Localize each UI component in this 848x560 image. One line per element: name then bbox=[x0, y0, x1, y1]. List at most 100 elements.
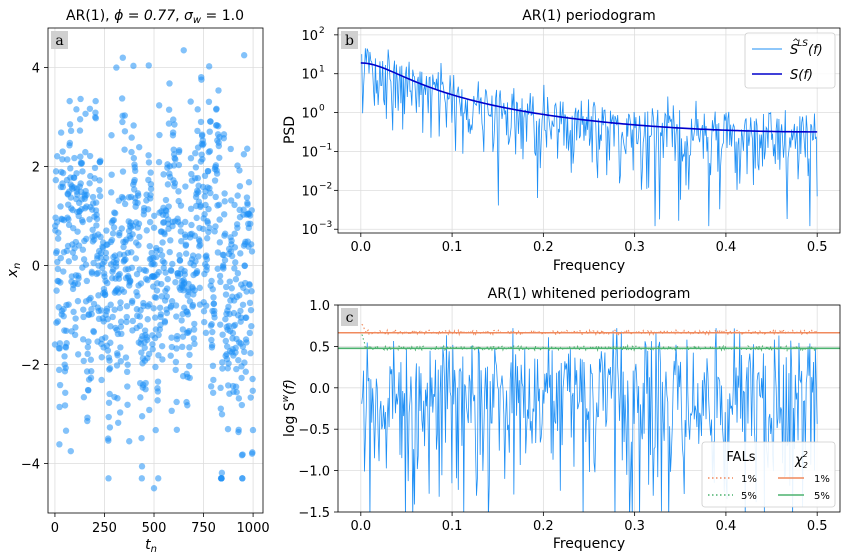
scatter-point bbox=[134, 199, 141, 207]
scatter-point bbox=[117, 344, 124, 351]
scatter-point bbox=[86, 105, 94, 112]
scatter-point bbox=[116, 270, 123, 278]
scatter-point bbox=[206, 128, 213, 135]
scatter-point bbox=[72, 324, 79, 331]
scatter-point bbox=[187, 205, 195, 213]
scatter-point bbox=[208, 321, 215, 328]
scatter-point bbox=[221, 256, 229, 264]
scatter-point bbox=[204, 168, 212, 175]
scatter-point bbox=[165, 106, 173, 113]
y-tick-exponent: −1 bbox=[319, 142, 332, 152]
scatter-point bbox=[209, 362, 217, 370]
scatter-point bbox=[218, 475, 225, 482]
scatter-point bbox=[231, 230, 238, 237]
panel-a: 0 250 500 750 1000 −4 −2 0 2 4 a AR(1), ϕ = 0.77… bbox=[5, 8, 270, 555]
scatter-point bbox=[210, 294, 217, 301]
scatter-point bbox=[80, 394, 88, 401]
scatter-point bbox=[119, 168, 127, 175]
scatter-point bbox=[91, 175, 98, 182]
scatter-point bbox=[176, 257, 184, 264]
scatter-point bbox=[97, 307, 105, 314]
y-tick-exponent: −3 bbox=[319, 220, 332, 230]
panel-a-x-ticks: 0 250 500 750 1000 bbox=[51, 513, 270, 536]
scatter-point bbox=[141, 344, 148, 351]
scatter-point bbox=[123, 302, 131, 310]
scatter-point bbox=[209, 389, 217, 396]
scatter-point bbox=[158, 252, 166, 259]
x-tick-label: 0.3 bbox=[624, 240, 645, 255]
scatter-point bbox=[234, 270, 242, 277]
scatter-point bbox=[228, 252, 236, 260]
scatter-point bbox=[76, 116, 84, 123]
scatter-point bbox=[94, 269, 102, 277]
scatter-point bbox=[104, 279, 111, 287]
scatter-point bbox=[174, 332, 181, 340]
y-tick-label: −1.0 bbox=[298, 465, 330, 480]
scatter-point bbox=[144, 206, 152, 213]
scatter-point bbox=[212, 162, 220, 169]
scatter-point bbox=[224, 365, 231, 372]
scatter-point bbox=[103, 227, 110, 234]
scatter-point bbox=[145, 62, 152, 69]
scatter-point bbox=[107, 323, 114, 330]
scatter-point bbox=[138, 463, 146, 470]
scatter-point bbox=[117, 318, 125, 325]
scatter-point bbox=[239, 343, 247, 350]
scatter-point bbox=[181, 271, 189, 278]
whitened-periodogram-line bbox=[361, 328, 818, 512]
panel-a-ylabel: xn bbox=[5, 263, 23, 279]
scatter-point bbox=[219, 331, 226, 338]
scatter-point bbox=[225, 303, 232, 311]
scatter-point bbox=[182, 233, 189, 241]
scatter-point bbox=[138, 434, 145, 442]
scatter-point bbox=[235, 426, 242, 433]
scatter-point bbox=[220, 265, 227, 272]
scatter-point bbox=[155, 352, 162, 359]
scatter-point bbox=[137, 394, 144, 401]
scatter-point bbox=[105, 413, 112, 421]
scatter-point bbox=[200, 308, 208, 315]
x-tick-label: 1000 bbox=[237, 521, 270, 536]
scatter-point bbox=[137, 280, 145, 287]
scatter-point bbox=[216, 272, 224, 280]
scatter-point bbox=[200, 140, 207, 148]
scatter-point bbox=[87, 356, 95, 363]
scatter-point bbox=[203, 256, 211, 263]
scatter-point bbox=[56, 403, 63, 411]
scatter-point bbox=[217, 384, 224, 392]
scatter-point bbox=[184, 402, 191, 409]
scatter-point bbox=[211, 314, 218, 321]
scatter-point bbox=[240, 52, 248, 59]
scatter-point bbox=[59, 148, 66, 155]
scatter-point bbox=[194, 127, 201, 135]
scatter-point bbox=[249, 387, 256, 394]
scatter-point bbox=[232, 383, 240, 390]
scatter-point bbox=[138, 413, 146, 420]
scatter-point bbox=[72, 315, 79, 322]
scatter-point bbox=[175, 161, 183, 169]
scatter-point bbox=[217, 405, 225, 412]
scatter-point bbox=[84, 343, 92, 351]
scatter-point bbox=[150, 485, 158, 492]
scatter-point bbox=[136, 233, 143, 241]
scatter-point bbox=[173, 345, 180, 352]
scatter-point bbox=[75, 275, 82, 282]
scatter-point bbox=[244, 145, 251, 152]
scatter-point bbox=[246, 281, 253, 289]
scatter-point bbox=[108, 189, 115, 196]
scatter-point bbox=[171, 121, 178, 128]
y-tick-exponent: 1 bbox=[319, 65, 325, 75]
scatter-point bbox=[89, 226, 96, 233]
scatter-point bbox=[65, 301, 72, 308]
scatter-point bbox=[73, 170, 80, 177]
scatter-point bbox=[158, 342, 166, 350]
scatter-point bbox=[138, 349, 145, 356]
scatter-point bbox=[224, 382, 232, 389]
x-tick-label: 0.1 bbox=[442, 519, 463, 534]
x-tick-label: 0.0 bbox=[350, 240, 371, 255]
scatter-point bbox=[97, 233, 104, 241]
scatter-point bbox=[147, 169, 154, 176]
scatter-point bbox=[123, 368, 131, 376]
scatter-point bbox=[90, 328, 98, 336]
scatter-point bbox=[166, 248, 173, 256]
